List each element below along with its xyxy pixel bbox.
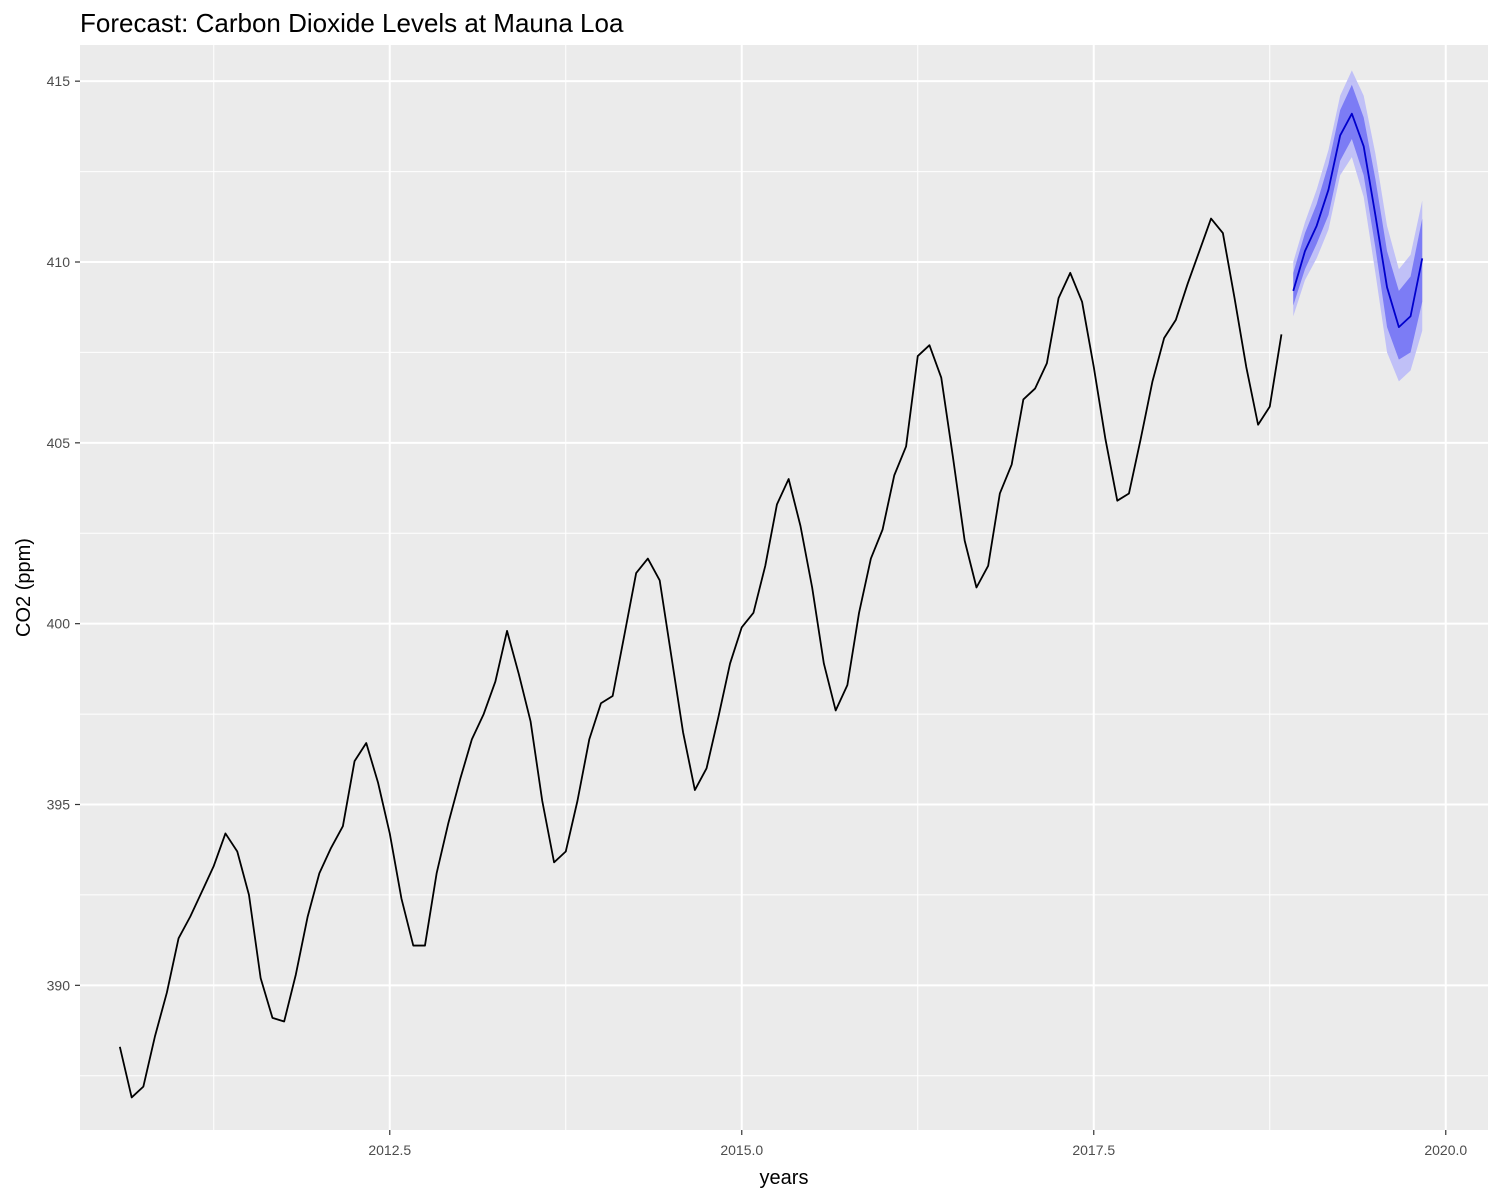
series-line-forecast (1292, 112, 1424, 329)
y-tick-label: 415 (47, 73, 71, 89)
panel-background (80, 45, 1488, 1130)
x-axis-title: years (760, 1167, 809, 1189)
forecast-interval-80 (1293, 84, 1423, 360)
x-tick-label: 2017.5 (1072, 1142, 1115, 1158)
y-tick-label: 405 (47, 435, 71, 451)
chart-title: Forecast: Carbon Dioxide Levels at Mauna… (80, 8, 624, 38)
y-tick-label: 395 (47, 797, 71, 813)
y-axis-title: CO2 (ppm) (13, 538, 35, 637)
y-tick-label: 410 (47, 254, 71, 270)
x-tick-label: 2015.0 (720, 1142, 763, 1158)
series-line-observed (118, 217, 1283, 1099)
y-tick-label: 390 (47, 977, 71, 993)
x-tick-label: 2020.0 (1424, 1142, 1467, 1158)
y-tick-label: 400 (47, 616, 71, 632)
x-tick-label: 2012.5 (368, 1142, 411, 1158)
